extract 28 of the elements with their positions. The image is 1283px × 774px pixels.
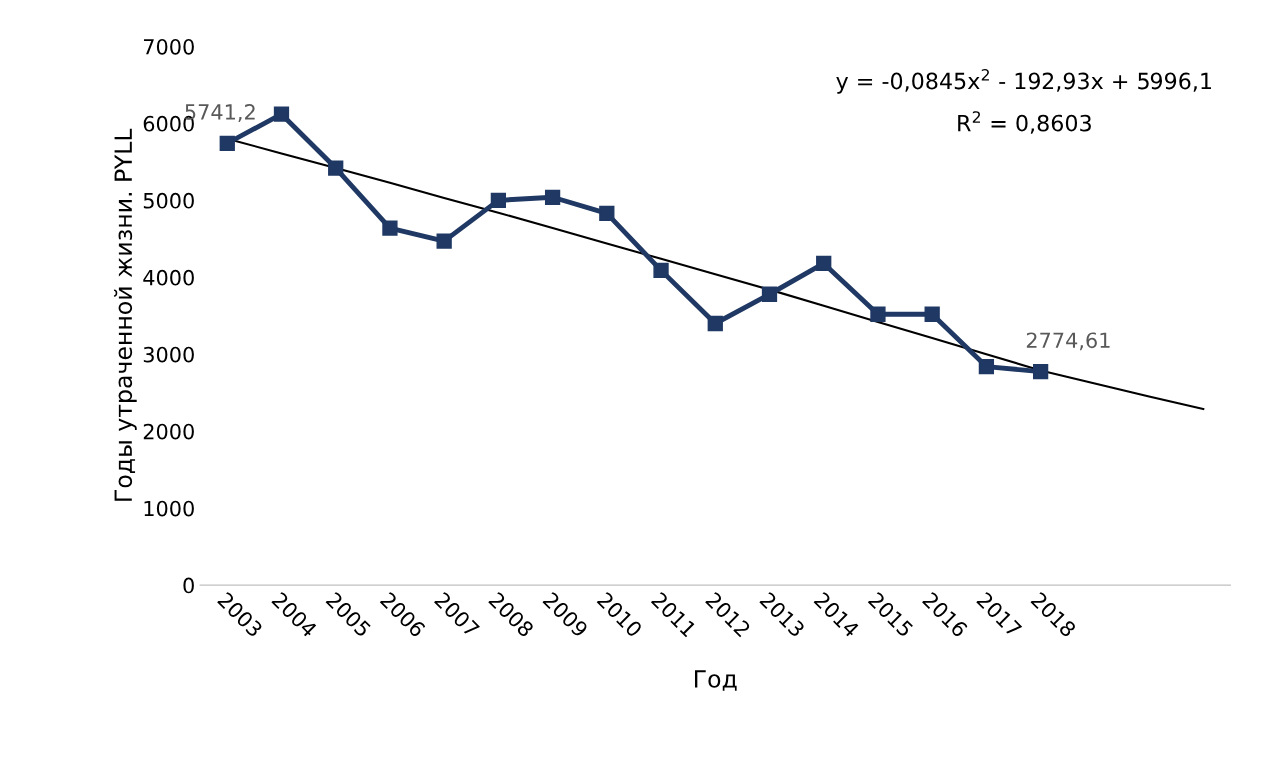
annotation: R$^{2}$ = 0,8603 xyxy=(958,111,1091,134)
y-axis-title: Годы утраченной жизни. PYLL xyxy=(113,128,137,501)
y-tick-label: 4000 xyxy=(143,269,194,286)
y-tick-label: 3000 xyxy=(143,346,194,363)
point xyxy=(273,106,290,122)
point xyxy=(653,262,669,279)
point xyxy=(870,306,886,322)
data-label: 2774,61 xyxy=(1026,332,1110,351)
point xyxy=(599,205,615,222)
y-tick-label: 5000 xyxy=(143,192,194,209)
point xyxy=(328,160,344,176)
point xyxy=(219,135,235,151)
y-tick-label: 1000 xyxy=(144,500,194,517)
point xyxy=(382,220,398,236)
y-tick-label: 0 xyxy=(183,577,194,594)
point xyxy=(924,306,940,322)
point xyxy=(707,315,723,332)
point xyxy=(816,255,832,272)
point xyxy=(436,233,452,249)
y-tick-label: 2000 xyxy=(143,423,194,440)
point xyxy=(490,192,507,208)
y-tick-label: 7000 xyxy=(143,38,194,55)
point xyxy=(544,189,561,205)
x-axis-title: Год xyxy=(695,670,737,691)
annotation: y = -0,0845x$^{2}$ - 192,93x + 5996,1 xyxy=(836,69,1211,94)
point xyxy=(761,286,778,302)
point xyxy=(1032,363,1049,380)
point xyxy=(978,358,995,375)
